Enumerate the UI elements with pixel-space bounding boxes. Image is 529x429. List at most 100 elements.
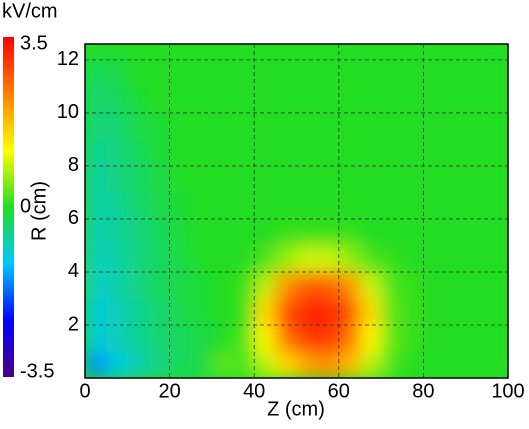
field-cell (190, 351, 213, 378)
field-cell (233, 86, 255, 114)
field-cell (486, 59, 508, 87)
field-cell (359, 139, 382, 167)
field-cell (254, 112, 276, 140)
field-cell (85, 139, 107, 167)
field-cell (169, 59, 192, 87)
field-cell (359, 218, 382, 246)
field-cell (190, 139, 213, 167)
field-cell (211, 192, 234, 220)
field-cell (402, 59, 424, 87)
field-cell (148, 139, 171, 167)
field-cell (465, 324, 488, 352)
field-cell (423, 165, 446, 193)
field-cell (190, 218, 213, 246)
field-cell (338, 192, 361, 220)
field-cell (275, 112, 297, 140)
field-cell (444, 44, 467, 61)
colorbar-tick-label: 3.5 (20, 32, 48, 54)
y-tick-label: 4 (68, 260, 79, 282)
field-cell (317, 245, 340, 273)
field-cell (444, 86, 467, 114)
field-cell (423, 86, 446, 114)
field-cell (381, 192, 403, 220)
field-cell (338, 139, 361, 167)
field-cell (127, 192, 149, 220)
field-cell (359, 44, 382, 61)
field-cell (381, 324, 403, 352)
field-cell (317, 165, 340, 193)
field-cell (233, 351, 255, 378)
field-cell (148, 59, 171, 87)
field-cell (85, 165, 107, 193)
field-cell (233, 44, 255, 61)
field-cell (169, 218, 192, 246)
field-cell (275, 86, 297, 114)
field-cell (423, 245, 446, 273)
field-cell (465, 271, 488, 299)
field-cell (486, 245, 508, 273)
field-cell (338, 44, 361, 61)
field-cell (402, 324, 424, 352)
field-cell (254, 324, 276, 352)
field-cell (444, 59, 467, 87)
field-cell (106, 245, 128, 273)
field-cell (169, 245, 192, 273)
field-cell (148, 324, 171, 352)
field-cell (106, 218, 128, 246)
field-cell (148, 218, 171, 246)
field-cell (275, 165, 297, 193)
field-cell (402, 192, 424, 220)
field-cell (190, 324, 213, 352)
field-cell (190, 44, 213, 61)
field-cell (381, 271, 403, 299)
field-cell (85, 112, 107, 140)
field-cell (296, 298, 319, 326)
field-cell (359, 192, 382, 220)
field-cell (444, 192, 467, 220)
field-cell (338, 298, 361, 326)
field-cell (317, 44, 340, 61)
field-cell (296, 271, 319, 299)
field-cell (486, 298, 508, 326)
field-cell (381, 139, 403, 167)
field-cell (169, 112, 192, 140)
field-cell (444, 165, 467, 193)
field-cell (338, 112, 361, 140)
field-cell (338, 165, 361, 193)
field-cell (254, 192, 276, 220)
field-cell (275, 245, 297, 273)
field-cell (127, 245, 149, 273)
colorbar-tick-label: 0 (20, 195, 31, 217)
field-cell (359, 112, 382, 140)
field-cell (465, 298, 488, 326)
field-cell (423, 139, 446, 167)
field-cell (233, 112, 255, 140)
field-cell (127, 324, 149, 352)
field-cell (127, 218, 149, 246)
field-cell (233, 59, 255, 87)
field-cell (402, 298, 424, 326)
plot-frame (84, 43, 509, 379)
field-cell (254, 218, 276, 246)
y-tick-label: 12 (57, 48, 79, 70)
field-cell (169, 351, 192, 378)
field-cell (85, 218, 107, 246)
field-cell (423, 192, 446, 220)
field-cell (275, 298, 297, 326)
field-cell (127, 59, 149, 87)
field-cell (444, 324, 467, 352)
field-cell (233, 139, 255, 167)
field-cell (359, 59, 382, 87)
field-cell (381, 59, 403, 87)
field-cell (402, 165, 424, 193)
field-cell (359, 165, 382, 193)
field-cell (381, 245, 403, 273)
x-tick-label: 0 (79, 380, 90, 402)
field-cell (211, 218, 234, 246)
field-cell (190, 271, 213, 299)
field-cell (423, 112, 446, 140)
field-cell (127, 165, 149, 193)
field-cell (296, 112, 319, 140)
